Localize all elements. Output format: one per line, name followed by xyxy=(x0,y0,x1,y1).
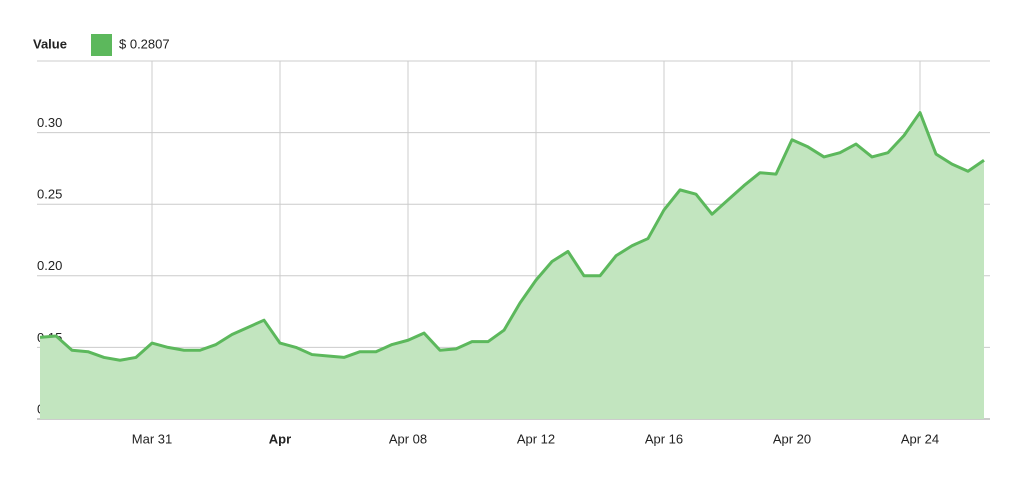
x-tick-label: Apr 16 xyxy=(645,431,683,446)
line xyxy=(39,111,985,362)
area-fill xyxy=(40,112,984,419)
legend-name: Value xyxy=(33,36,67,51)
x-tick-label: Apr 12 xyxy=(517,431,555,446)
x-tick-label: Apr 08 xyxy=(389,431,427,446)
x-tick-label: Apr 24 xyxy=(901,431,939,446)
x-tick-label: Apr 20 xyxy=(773,431,811,446)
y-tick-label: 0.25 xyxy=(37,187,62,202)
x-tick-label: Mar 31 xyxy=(132,431,172,446)
y-tick-label: 0.20 xyxy=(37,258,62,273)
legend-swatch xyxy=(91,34,112,56)
y-tick-label: 0.30 xyxy=(37,115,62,130)
legend-value: $ 0.2807 xyxy=(119,36,170,51)
x-tick-label: Apr xyxy=(269,431,291,446)
